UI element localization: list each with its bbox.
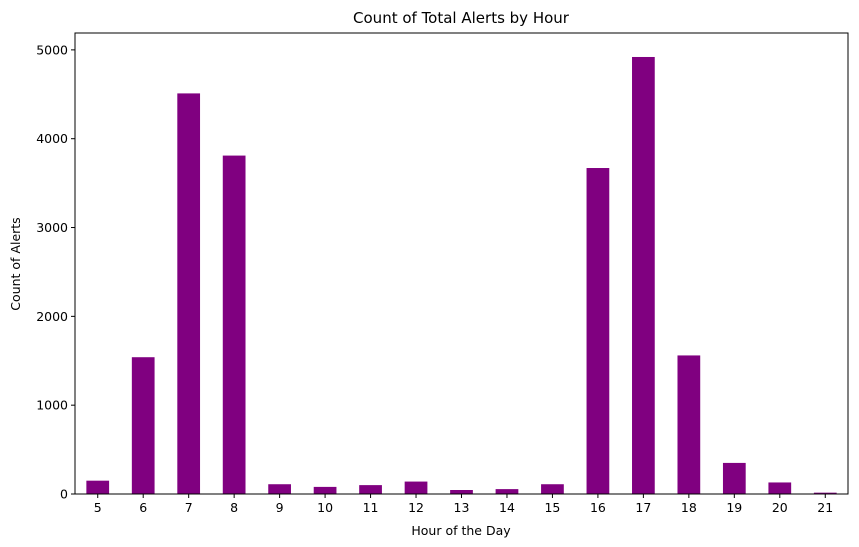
bar-hour-5 <box>86 480 110 494</box>
bar-hour-13 <box>450 490 473 494</box>
x-tick-label: 5 <box>94 500 102 515</box>
bar-hour-15 <box>541 484 564 494</box>
x-tick-label: 13 <box>454 500 470 515</box>
bar-hour-12 <box>404 481 428 494</box>
x-tick-label: 17 <box>635 500 651 515</box>
bar-hour-17 <box>632 56 655 494</box>
y-tick-label: 3000 <box>36 220 68 235</box>
y-tick-label: 4000 <box>36 131 68 146</box>
bar-hour-8 <box>222 155 246 494</box>
bar-hour-9 <box>268 484 291 494</box>
x-tick-label: 21 <box>817 500 833 515</box>
x-tick-label: 15 <box>544 500 560 515</box>
bar-hour-16 <box>586 168 610 494</box>
bar-hour-7 <box>177 93 201 495</box>
x-tick-label: 14 <box>499 500 515 515</box>
bar-hour-20 <box>768 482 792 494</box>
plot-frame <box>74 32 849 495</box>
bar-hour-6 <box>131 357 155 494</box>
x-tick-label: 20 <box>772 500 788 515</box>
y-axis-ticks: 0 1000 2000 3000 4000 5000 <box>36 42 75 502</box>
x-tick-label: 10 <box>317 500 333 515</box>
chart-title: Count of Total Alerts by Hour <box>353 9 570 27</box>
x-tick-label: 11 <box>363 500 379 515</box>
y-axis-label: Count of Alerts <box>8 217 23 310</box>
x-axis-ticks: 5 6 7 8 9 10 11 12 13 14 15 16 17 18 19 20 21 <box>94 494 833 515</box>
x-tick-label: 18 <box>681 500 697 515</box>
bars-group <box>86 56 837 495</box>
x-axis-label: Hour of the Day <box>411 523 511 538</box>
y-tick-label: 1000 <box>36 398 68 413</box>
bar-hour-19 <box>722 462 746 494</box>
x-tick-label: 8 <box>230 500 238 515</box>
y-tick-label: 0 <box>60 487 68 502</box>
bar-hour-21 <box>813 492 837 494</box>
x-tick-label: 16 <box>590 500 606 515</box>
bar-hour-18 <box>677 355 701 494</box>
bar-hour-14 <box>495 489 519 494</box>
bar-hour-10 <box>313 486 337 494</box>
x-tick-label: 7 <box>185 500 193 515</box>
y-tick-label: 2000 <box>36 309 68 324</box>
x-tick-label: 9 <box>276 500 284 515</box>
bar-hour-11 <box>359 485 382 494</box>
x-tick-label: 19 <box>726 500 742 515</box>
y-tick-label: 5000 <box>36 42 68 57</box>
x-tick-label: 12 <box>408 500 424 515</box>
x-tick-label: 6 <box>139 500 147 515</box>
